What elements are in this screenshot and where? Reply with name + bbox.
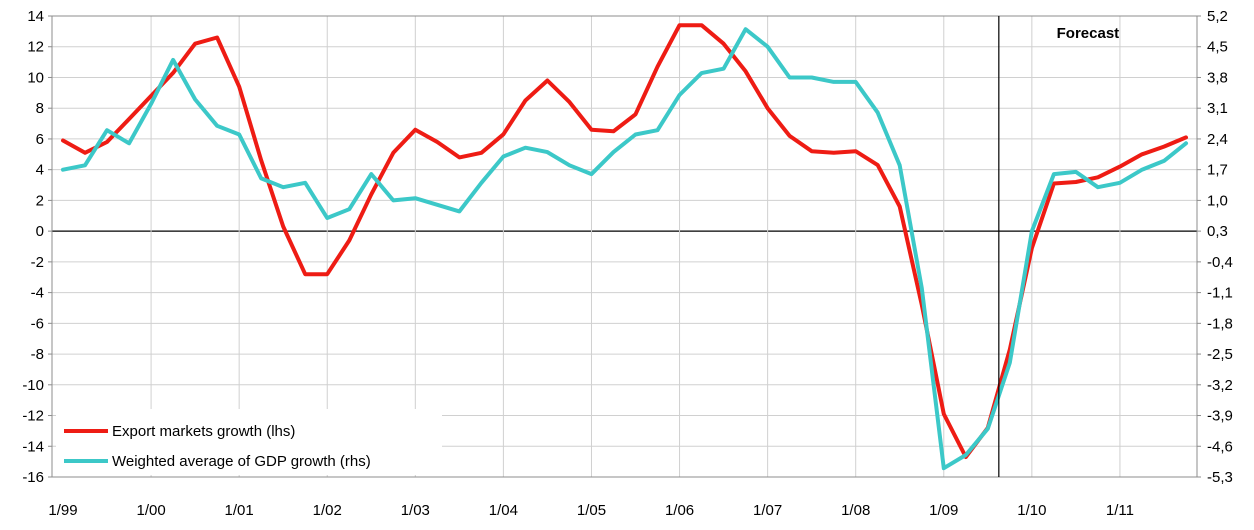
right-axis-tick-label: 1,7: [1207, 162, 1228, 179]
left-axis-tick-label: 4: [36, 162, 44, 179]
left-axis-tick-label: -8: [31, 346, 44, 363]
right-axis-tick-label: -2,5: [1207, 346, 1233, 363]
x-axis-tick-label: 1/99: [48, 502, 77, 519]
right-axis-tick-label: 5,2: [1207, 8, 1228, 25]
left-axis-tick-label: 2: [36, 192, 44, 209]
forecast-label: Forecast: [1057, 25, 1120, 42]
axes: 14 12 10 8 6 4 2 0 -2 -4 -6 -8 -10 -12 -14 -16 5,2 4,5 3,8…: [22, 8, 1233, 519]
x-axis-tick-label: 1/07: [753, 502, 782, 519]
x-axis-tick-label: 1/08: [841, 502, 870, 519]
left-axis-tick-label: -16: [22, 469, 44, 486]
plot-frame: [51, 15, 1198, 478]
right-axis-tick-label: -3,2: [1207, 377, 1233, 394]
left-axis-tick-label: -14: [22, 438, 44, 455]
left-axis-tick-label: -10: [22, 377, 44, 394]
legend-label-gdp-growth: Weighted average of GDP growth (rhs): [112, 453, 371, 470]
right-axis-tick-label: 4,5: [1207, 39, 1228, 56]
legend-label-export-markets: Export markets growth (lhs): [112, 423, 295, 440]
x-axis-tick-label: 1/02: [313, 502, 342, 519]
left-axis-tick-label: 8: [36, 100, 44, 117]
x-axis-tick-label: 1/09: [929, 502, 958, 519]
right-axis-tick-label: 0,3: [1207, 223, 1228, 240]
right-axis-tick-label: 1,0: [1207, 192, 1228, 209]
right-axis-tick-label: -4,6: [1207, 438, 1233, 455]
right-axis-tick-label: -3,9: [1207, 408, 1233, 425]
right-axis-tick-label: 3,8: [1207, 69, 1228, 86]
x-axis-tick-label: 1/11: [1106, 502, 1134, 519]
series-line-gdp-growth: [61, 27, 1188, 471]
x-axis-tick-label: 1/04: [489, 502, 518, 519]
left-axis-tick-label: 12: [27, 39, 44, 56]
right-axis-tick-label: 3,1: [1207, 100, 1228, 117]
x-axis-tick-label: 1/01: [225, 502, 254, 519]
left-axis-tick-label: -6: [31, 315, 44, 332]
x-axis-tick-label: 1/03: [401, 502, 430, 519]
left-axis-tick-label: 0: [36, 223, 44, 240]
series-lines: [61, 23, 1188, 471]
left-axis-tick-label: -12: [22, 408, 44, 425]
series-line-export-markets: [61, 23, 1188, 459]
legend-box: [56, 409, 442, 475]
x-axis-tick-label: 1/05: [577, 502, 606, 519]
right-axis-tick-label: -5,3: [1207, 469, 1233, 486]
x-axis-tick-label: 1/06: [665, 502, 694, 519]
forecast-marker: Forecast: [998, 16, 1120, 477]
right-axis-tick-label: 2,4: [1207, 131, 1228, 148]
legend: Export markets growth (lhs) Weighted ave…: [56, 409, 442, 475]
left-axis-tick-label: 14: [27, 8, 44, 25]
right-axis-tick-label: -1,1: [1207, 285, 1233, 302]
left-axis-tick-label: -4: [31, 285, 44, 302]
gridlines: [52, 15, 1197, 478]
x-axis-tick-label: 1/10: [1017, 502, 1046, 519]
right-axis-tick-label: -0,4: [1207, 254, 1233, 271]
left-axis-tick-label: 10: [27, 69, 44, 86]
x-axis-tick-label: 1/00: [136, 502, 165, 519]
left-axis-tick-label: 6: [36, 131, 44, 148]
right-axis-tick-label: -1,8: [1207, 315, 1233, 332]
left-axis-tick-label: -2: [31, 254, 44, 271]
